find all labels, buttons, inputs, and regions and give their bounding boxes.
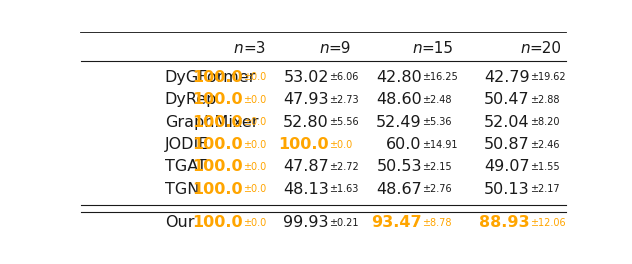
Text: ±0.0: ±0.0 <box>243 218 266 228</box>
Text: ±6.06: ±6.06 <box>329 72 358 82</box>
Text: 52.80: 52.80 <box>283 115 329 130</box>
Text: n: n <box>520 41 530 56</box>
Text: Our: Our <box>165 215 194 230</box>
Text: 52.49: 52.49 <box>376 115 422 130</box>
Text: 50.87: 50.87 <box>484 137 530 152</box>
Text: 100.0: 100.0 <box>193 137 243 152</box>
Text: n: n <box>412 41 422 56</box>
Text: 100.0: 100.0 <box>193 70 243 85</box>
Text: ±0.0: ±0.0 <box>329 139 352 149</box>
Text: ±14.91: ±14.91 <box>422 139 458 149</box>
Text: ±2.72: ±2.72 <box>329 162 358 172</box>
Text: ±0.0: ±0.0 <box>243 162 266 172</box>
Text: ±5.36: ±5.36 <box>422 117 451 127</box>
Text: ±2.48: ±2.48 <box>422 95 451 105</box>
Text: TGN: TGN <box>165 182 199 197</box>
Text: ±12.06: ±12.06 <box>530 218 565 228</box>
Text: n: n <box>319 41 329 56</box>
Text: =15: =15 <box>422 41 454 56</box>
Text: ±19.62: ±19.62 <box>530 72 565 82</box>
Text: 49.07: 49.07 <box>484 159 530 174</box>
Text: 53.02: 53.02 <box>283 70 329 85</box>
Text: 48.67: 48.67 <box>376 182 422 197</box>
Text: =20: =20 <box>530 41 562 56</box>
Text: n: n <box>233 41 243 56</box>
Text: DyGFormer: DyGFormer <box>165 70 256 85</box>
Text: DyRep: DyRep <box>165 92 217 107</box>
Text: ±2.73: ±2.73 <box>329 95 358 105</box>
Text: 50.13: 50.13 <box>484 182 530 197</box>
Text: ±1.55: ±1.55 <box>530 162 559 172</box>
Text: ±0.0: ±0.0 <box>243 184 266 194</box>
Text: ±0.0: ±0.0 <box>243 95 266 105</box>
Text: 100.0: 100.0 <box>193 115 243 130</box>
Text: ±0.21: ±0.21 <box>329 218 358 228</box>
Text: 52.04: 52.04 <box>484 115 530 130</box>
Text: JODIE: JODIE <box>165 137 209 152</box>
Text: 47.93: 47.93 <box>283 92 329 107</box>
Text: ±16.25: ±16.25 <box>422 72 458 82</box>
Text: 100.0: 100.0 <box>193 215 243 230</box>
Text: 88.93: 88.93 <box>479 215 530 230</box>
Text: 50.53: 50.53 <box>377 159 422 174</box>
Text: 48.60: 48.60 <box>376 92 422 107</box>
Text: 42.79: 42.79 <box>484 70 530 85</box>
Text: ±1.63: ±1.63 <box>329 184 358 194</box>
Text: 100.0: 100.0 <box>193 159 243 174</box>
Text: ±0.0: ±0.0 <box>243 139 266 149</box>
Text: 60.0: 60.0 <box>386 137 422 152</box>
Text: 93.47: 93.47 <box>371 215 422 230</box>
Text: =9: =9 <box>329 41 351 56</box>
Text: ±0.0: ±0.0 <box>243 72 266 82</box>
Text: 42.80: 42.80 <box>376 70 422 85</box>
Text: 100.0: 100.0 <box>193 182 243 197</box>
Text: ±2.17: ±2.17 <box>530 184 559 194</box>
Text: ±5.56: ±5.56 <box>329 117 358 127</box>
Text: 100.0: 100.0 <box>278 137 329 152</box>
Text: ±8.78: ±8.78 <box>422 218 451 228</box>
Text: ±0.0: ±0.0 <box>243 117 266 127</box>
Text: 48.13: 48.13 <box>283 182 329 197</box>
Text: 47.87: 47.87 <box>283 159 329 174</box>
Text: ±2.88: ±2.88 <box>530 95 559 105</box>
Text: ±8.20: ±8.20 <box>530 117 559 127</box>
Text: ±2.76: ±2.76 <box>422 184 451 194</box>
Text: 50.47: 50.47 <box>484 92 530 107</box>
Text: ±2.46: ±2.46 <box>530 139 559 149</box>
Text: 100.0: 100.0 <box>193 92 243 107</box>
Text: 99.93: 99.93 <box>283 215 329 230</box>
Text: TGAT: TGAT <box>165 159 207 174</box>
Text: =3: =3 <box>243 41 265 56</box>
Text: ±2.15: ±2.15 <box>422 162 451 172</box>
Text: GraphMixer: GraphMixer <box>165 115 258 130</box>
